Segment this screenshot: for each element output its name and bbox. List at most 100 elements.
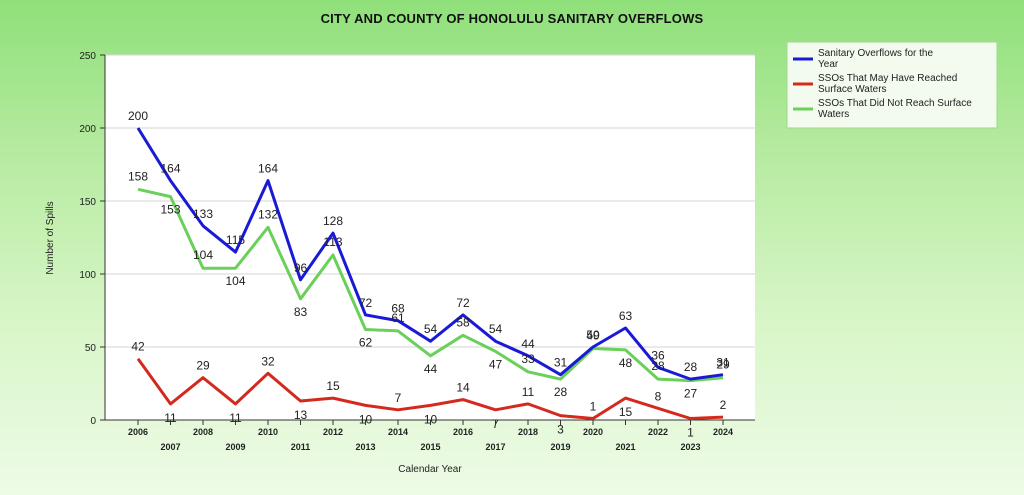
data-label-s0-6: 128: [323, 214, 343, 228]
data-label-s0-4: 164: [258, 162, 278, 176]
data-label-s0-2: 133: [193, 207, 213, 221]
x-tick-label-2014: 2014: [388, 427, 408, 437]
gridlines: [105, 54, 755, 348]
data-label-s2-8: 61: [391, 311, 405, 325]
data-label-s2-7: 62: [359, 335, 373, 349]
data-label-s0-3: 115: [226, 233, 245, 247]
data-label-s2-1: 153: [160, 203, 180, 217]
legend-label-0-line2: Year: [818, 59, 839, 70]
data-label-s0-12: 44: [521, 337, 535, 351]
x-tick-label-2006: 2006: [128, 427, 148, 437]
data-label-s1-0: 42: [131, 340, 145, 354]
data-label-s0-13: 31: [554, 356, 568, 370]
x-tick-label-2019: 2019: [550, 442, 570, 452]
legend-label-1-line1: SSOs That May Have Reached: [818, 73, 957, 84]
data-label-s2-18: 29: [716, 358, 730, 372]
data-label-s0-9: 54: [424, 322, 438, 336]
y-tick-label-1: 50: [85, 343, 97, 354]
data-label-s2-6: 113: [323, 235, 342, 249]
data-label-s2-9: 44: [424, 362, 438, 376]
data-label-s2-2: 104: [193, 248, 213, 262]
x-tick-label-2021: 2021: [615, 442, 635, 452]
data-label-s1-17: 1: [687, 426, 694, 440]
y-tick-label-5: 250: [79, 51, 96, 62]
data-label-s2-5: 83: [294, 305, 308, 319]
x-tick-label-2020: 2020: [583, 427, 603, 437]
data-label-s1-14: 1: [590, 400, 597, 414]
data-label-s0-17: 28: [684, 360, 698, 374]
data-label-s1-18: 2: [720, 398, 727, 412]
data-label-s1-5: 13: [294, 408, 308, 422]
x-tick-label-2009: 2009: [225, 442, 245, 452]
series-lines: [136, 127, 724, 420]
data-label-s2-0: 158: [128, 169, 148, 183]
series-line-1: [136, 357, 724, 420]
x-tick-label-2011: 2011: [291, 442, 311, 452]
data-label-s2-14: 49: [586, 328, 600, 342]
data-label-s1-12: 11: [522, 385, 535, 399]
data-label-s2-10: 58: [456, 315, 470, 329]
x-tick-label-2010: 2010: [258, 427, 278, 437]
legend-label-1-line2: Surface Waters: [818, 84, 887, 95]
data-label-s1-3: 11: [229, 411, 242, 425]
data-label-s0-0: 200: [128, 109, 148, 123]
data-label-s0-1: 164: [160, 162, 180, 176]
y-tick-label-3: 150: [79, 197, 96, 208]
data-label-s1-7: 10: [359, 412, 373, 426]
data-label-s2-17: 27: [684, 387, 698, 401]
data-label-s1-10: 14: [456, 381, 470, 395]
data-label-s2-15: 48: [619, 356, 633, 370]
data-label-s1-6: 15: [326, 379, 340, 393]
data-label-s0-8: 68: [391, 302, 405, 316]
y-tick-label-2: 100: [79, 270, 96, 281]
x-tick-label-2022: 2022: [648, 427, 668, 437]
axes: 0501001502002502006200720082009201020112…: [79, 51, 755, 452]
legend: Sanitary Overflows for the Year SSOs Tha…: [786, 41, 998, 129]
data-label-s0-5: 96: [294, 261, 308, 275]
legend-box: [786, 41, 998, 129]
legend-label-0-line1: Sanitary Overflows for the: [818, 48, 933, 59]
legend-label-2-line1: SSOs That Did Not Reach Surface: [818, 98, 972, 109]
data-label-s1-9: 10: [424, 412, 438, 426]
data-label-s2-4: 132: [258, 207, 278, 221]
x-tick-label-2018: 2018: [518, 427, 538, 437]
data-label-s2-12: 33: [521, 352, 535, 366]
x-tick-label-2016: 2016: [453, 427, 473, 437]
x-axis-label: Calendar Year: [398, 464, 462, 475]
data-label-s2-13: 28: [554, 385, 568, 399]
data-label-s0-7: 72: [359, 296, 373, 310]
data-label-s2-16: 28: [651, 359, 665, 373]
x-tick-label-2013: 2013: [355, 442, 375, 452]
data-label-s0-11: 54: [489, 322, 503, 336]
x-tick-label-2007: 2007: [160, 442, 180, 452]
data-label-s1-13: 3: [557, 423, 564, 437]
x-tick-label-2023: 2023: [680, 442, 700, 452]
data-label-s2-11: 47: [489, 357, 503, 371]
data-label-s0-16: 36: [651, 348, 665, 362]
data-label-s0-15: 63: [619, 309, 633, 323]
plot-area: [105, 55, 755, 420]
data-label-s1-8: 7: [395, 391, 402, 405]
data-label-s0-18: 31: [716, 356, 730, 370]
data-label-s1-16: 8: [655, 389, 662, 403]
x-tick-label-2015: 2015: [420, 442, 440, 452]
x-tick-label-2017: 2017: [485, 442, 505, 452]
x-tick-label-2012: 2012: [323, 427, 343, 437]
legend-label-2-line2: Waters: [818, 109, 849, 120]
data-label-s1-4: 32: [261, 354, 275, 368]
y-tick-label-0: 0: [90, 416, 96, 427]
data-label-s1-2: 29: [196, 359, 210, 373]
data-label-s2-3: 104: [225, 274, 245, 288]
data-label-s1-11: 7: [492, 417, 499, 431]
y-tick-label-4: 200: [79, 124, 96, 135]
data-label-s1-15: 15: [619, 405, 633, 419]
chart-title: CITY AND COUNTY OF HONOLULU SANITARY OVE…: [321, 11, 704, 26]
y-axis-label: Number of Spills: [45, 201, 56, 274]
x-tick-label-2008: 2008: [193, 427, 213, 437]
series-line-2: [137, 187, 724, 383]
data-label-s0-10: 72: [456, 296, 470, 310]
series-line-0: [136, 127, 724, 381]
data-label-s1-1: 11: [164, 411, 177, 425]
